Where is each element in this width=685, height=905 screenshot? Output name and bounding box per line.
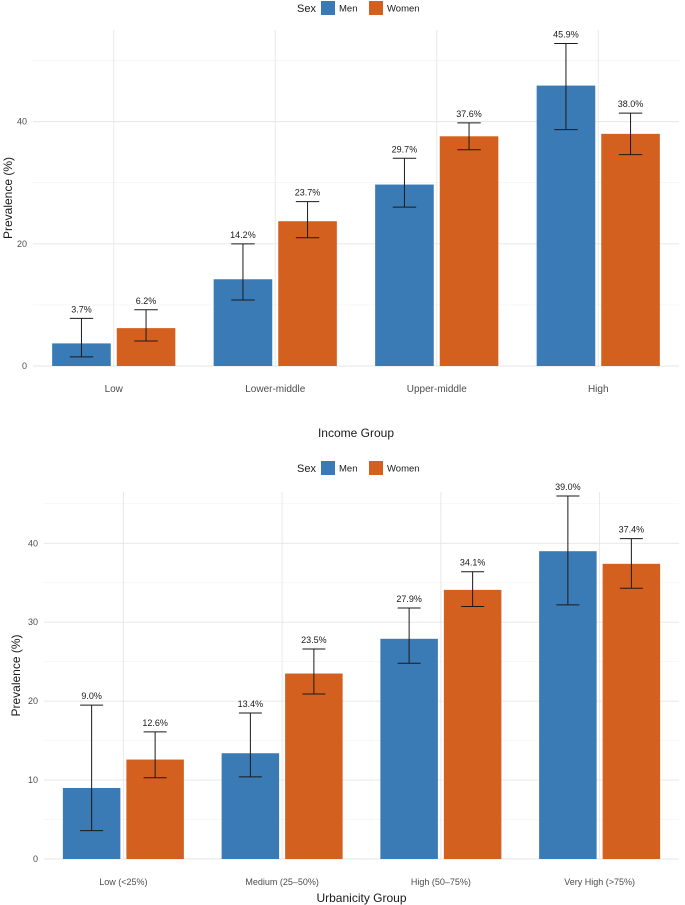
data-label-women-4: 37.4% (619, 525, 645, 535)
chart-panel-2: 0 10 20 30 40 9.0% 13.4% 27.9% 39.0% 12.6% 23.5% 34… (9, 461, 679, 905)
legend-swatch-women (369, 461, 383, 475)
data-label-women-1: 12.6% (142, 718, 168, 728)
legend-swatch-men (321, 1, 335, 15)
data-label-men-4: 39.0% (555, 482, 581, 492)
data-label-women-2: 23.5% (301, 635, 327, 645)
y-axis-title: Prevalence (%) (1, 157, 15, 239)
data-label-men-1: 3.7% (71, 304, 92, 314)
y-tick-label: 10 (28, 775, 38, 785)
y-tick-label: 30 (28, 617, 38, 627)
data-label-men-3: 27.9% (396, 594, 422, 604)
y-tick-label: 20 (17, 239, 27, 249)
legend: Sex Men Women (297, 1, 420, 15)
x-tick-label: High (50–75%) (411, 877, 471, 887)
bar-women-3 (443, 589, 502, 859)
bar-men-4 (536, 85, 596, 367)
x-tick-label: Upper-middle (407, 384, 467, 395)
legend-swatch-women (369, 1, 383, 15)
y-tick-label: 0 (33, 854, 38, 864)
x-tick-label: Lower-middle (245, 384, 305, 395)
data-label-women-2: 23.7% (295, 188, 321, 198)
legend-label-men: Men (339, 4, 357, 15)
bar-women-3 (439, 136, 499, 366)
data-label-women-3: 37.6% (456, 109, 482, 119)
legend-label-men: Men (339, 464, 357, 475)
x-tick-label: Low (105, 384, 124, 395)
y-tick-label: 40 (28, 538, 38, 548)
data-label-women-4: 38.0% (618, 99, 644, 109)
data-label-men-4: 45.9% (553, 29, 579, 39)
bar-women-2 (278, 221, 337, 366)
legend-title: Sex (297, 3, 316, 15)
data-label-men-2: 13.4% (238, 699, 264, 709)
x-axis-title: Urbanicity Group (316, 891, 406, 905)
data-label-men-3: 29.7% (392, 144, 418, 154)
bar-women-4 (601, 133, 660, 366)
data-label-men-2: 14.2% (230, 230, 256, 240)
bar-men-3 (380, 638, 438, 859)
data-label-women-3: 34.1% (460, 558, 486, 568)
y-tick-label: 20 (28, 696, 38, 706)
y-tick-label: 40 (17, 117, 27, 127)
legend-title: Sex (297, 463, 316, 475)
legend-label-women: Women (387, 464, 420, 475)
legend: Sex Men Women (297, 461, 420, 475)
y-axis-title: Prevalence (%) (9, 634, 23, 716)
x-tick-label: High (588, 384, 609, 395)
x-axis-title: Income Group (318, 426, 394, 440)
bar-men-3 (375, 184, 434, 366)
data-label-men-1: 9.0% (81, 691, 102, 701)
chart-panel-1: 0 20 40 3.7% 14.2% 29.7% 45.9% 6.2% 23.7% 37.6% 38… (1, 1, 679, 440)
bar-women-2 (285, 673, 343, 859)
x-tick-label: Very High (>75%) (564, 877, 635, 887)
x-tick-label: Low (<25%) (99, 877, 147, 887)
x-tick-label: Medium (25–50%) (245, 877, 319, 887)
legend-swatch-men (321, 461, 335, 475)
legend-label-women: Women (387, 4, 420, 15)
data-label-women-1: 6.2% (136, 296, 157, 306)
bar-women-4 (602, 563, 661, 859)
y-tick-label: 0 (22, 361, 27, 371)
